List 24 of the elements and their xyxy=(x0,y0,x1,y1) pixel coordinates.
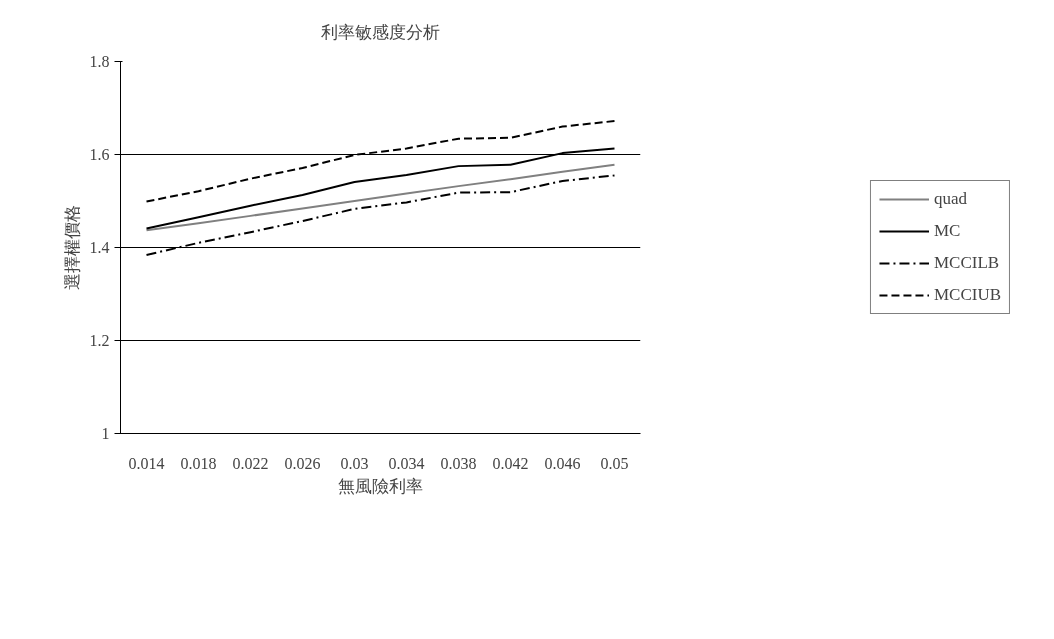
x-tick-label: 0.038 xyxy=(440,454,477,472)
line-series xyxy=(145,163,616,232)
x-tick-label: 0.018 xyxy=(180,454,217,472)
legend-label: MCCIUB xyxy=(933,285,1002,305)
x-tick-label: 0.05 xyxy=(600,454,629,472)
legend-label: quad xyxy=(933,189,968,209)
y-tick-label: 1.4 xyxy=(89,239,110,256)
x-tick-label: 0.042 xyxy=(492,454,529,472)
x-tick-label: 0.034 xyxy=(388,454,425,472)
y-tick-label: 1.2 xyxy=(89,332,110,349)
y-axis-title: 選擇權價格 xyxy=(62,205,82,290)
x-tick-label: 0.022 xyxy=(232,454,269,472)
legend-label: MC xyxy=(933,221,961,241)
x-tick-label: 0.026 xyxy=(284,454,321,472)
x-axis-title: 無風險利率 xyxy=(338,476,423,496)
chart-title: 利率敏感度分析 xyxy=(321,22,440,42)
x-tick-label: 0.03 xyxy=(340,454,369,472)
line-series xyxy=(145,174,616,256)
y-tick-label: 1 xyxy=(101,425,110,442)
x-tick-label: 0.046 xyxy=(544,454,581,472)
y-tick-label: 1.6 xyxy=(89,146,110,163)
x-tick-label: 0.014 xyxy=(128,454,165,472)
y-tick-label: 1.8 xyxy=(89,53,110,70)
legend-label: MCCILB xyxy=(933,253,1000,273)
